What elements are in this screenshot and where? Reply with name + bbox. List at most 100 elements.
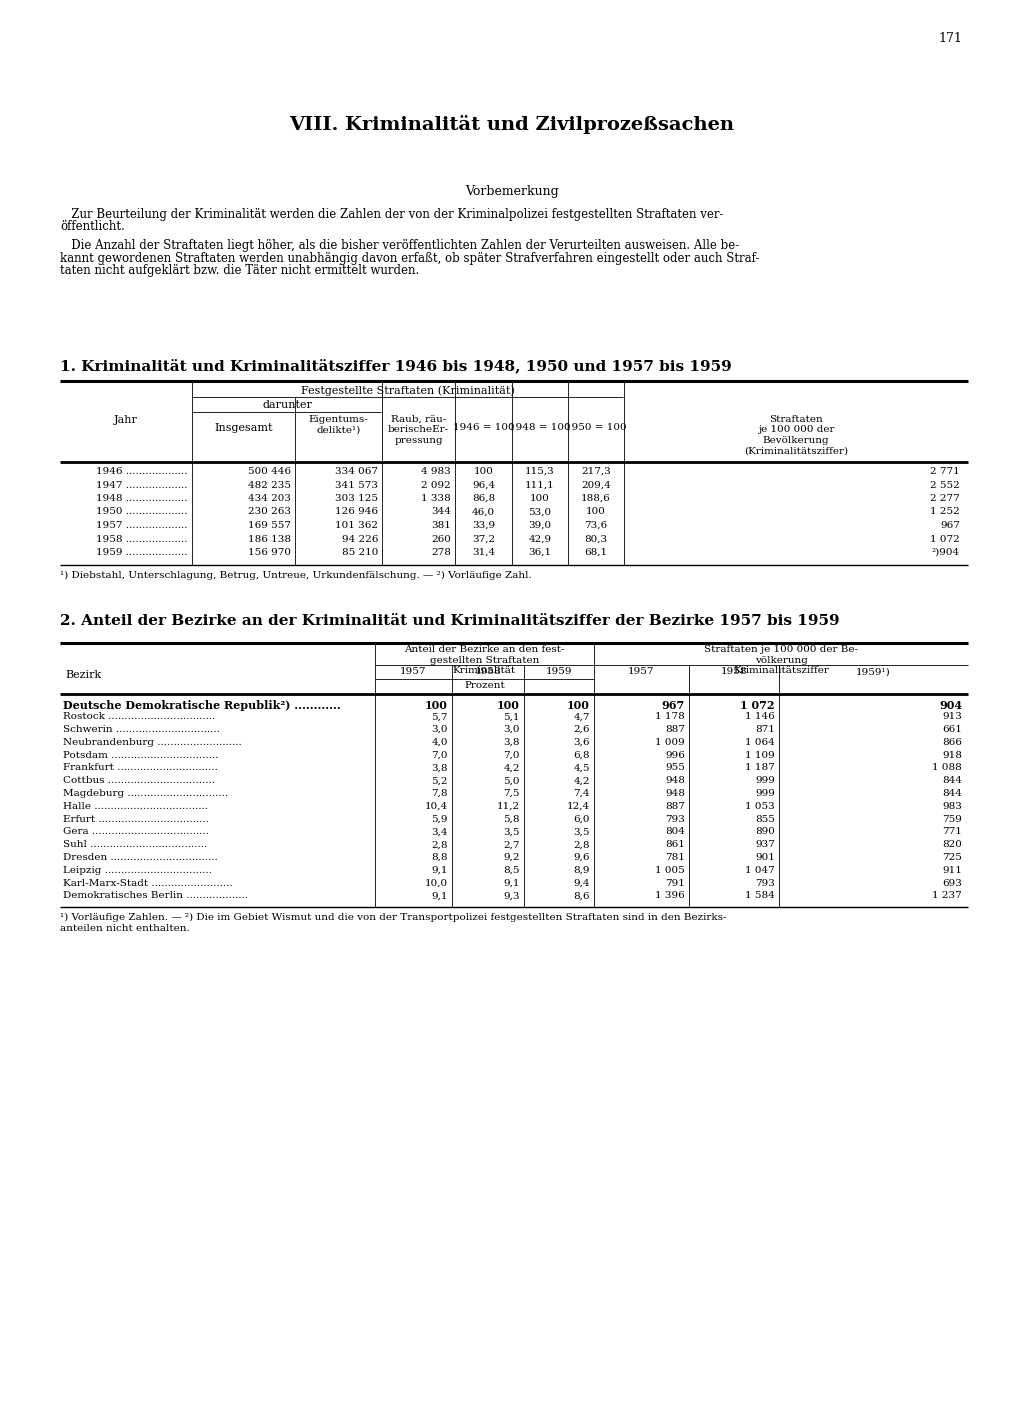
Text: 73,6: 73,6: [585, 521, 607, 530]
Text: 955: 955: [666, 764, 685, 772]
Text: 209,4: 209,4: [582, 481, 611, 490]
Text: 1958: 1958: [721, 667, 748, 677]
Text: Potsdam .................................: Potsdam ................................…: [63, 751, 218, 760]
Text: 39,0: 39,0: [528, 521, 552, 530]
Text: öffentlicht.: öffentlicht.: [60, 221, 125, 234]
Text: 111,1: 111,1: [525, 481, 555, 490]
Text: 3,5: 3,5: [573, 827, 590, 837]
Text: 42,9: 42,9: [528, 535, 552, 543]
Text: 2 277: 2 277: [930, 494, 961, 502]
Text: kannt gewordenen Straftaten werden unabhängig davon erfaßt, ob später Strafverfa: kannt gewordenen Straftaten werden unabh…: [60, 252, 760, 265]
Text: 3,8: 3,8: [504, 737, 520, 747]
Text: 2,8: 2,8: [431, 840, 449, 850]
Text: 793: 793: [755, 879, 775, 888]
Text: 804: 804: [666, 827, 685, 837]
Text: Prozent: Prozent: [464, 681, 505, 689]
Text: 2,7: 2,7: [504, 840, 520, 850]
Text: 2,6: 2,6: [573, 725, 590, 734]
Text: 3,8: 3,8: [431, 764, 449, 772]
Text: 4,5: 4,5: [573, 764, 590, 772]
Text: 3,0: 3,0: [431, 725, 449, 734]
Text: 1950 = 100: 1950 = 100: [565, 424, 627, 432]
Text: 2 552: 2 552: [930, 481, 961, 490]
Text: 5,2: 5,2: [431, 777, 449, 785]
Text: 8,9: 8,9: [573, 865, 590, 875]
Text: Frankfurt ...............................: Frankfurt ..............................…: [63, 764, 218, 772]
Text: 1. Kriminalität und Kriminalitätsziffer 1946 bis 1948, 1950 und 1957 bis 1959: 1. Kriminalität und Kriminalitätsziffer …: [60, 357, 732, 373]
Text: Anteil der Bezirke an den fest-
gestellten Straftaten
Kriminalität: Anteil der Bezirke an den fest- gestellt…: [404, 646, 565, 675]
Text: 948: 948: [666, 777, 685, 785]
Text: 1 146: 1 146: [745, 712, 775, 722]
Text: 100: 100: [425, 699, 449, 711]
Text: Karl-Marx-Stadt .........................: Karl-Marx-Stadt ........................…: [63, 879, 232, 888]
Text: 4,0: 4,0: [431, 737, 449, 747]
Text: 866: 866: [942, 737, 962, 747]
Text: 913: 913: [942, 712, 962, 722]
Text: 6,8: 6,8: [573, 751, 590, 760]
Text: 230 263: 230 263: [248, 508, 291, 516]
Text: 80,3: 80,3: [585, 535, 607, 543]
Text: ¹) Vorläufige Zahlen. — ²) Die im Gebiet Wismut und die von der Transportpolizei: ¹) Vorläufige Zahlen. — ²) Die im Gebiet…: [60, 913, 726, 923]
Text: 2. Anteil der Bezirke an der Kriminalität und Kriminalitätsziffer der Bezirke 19: 2. Anteil der Bezirke an der Kriminalitä…: [60, 615, 840, 629]
Text: 1946 = 100: 1946 = 100: [453, 424, 514, 432]
Text: 791: 791: [666, 879, 685, 888]
Text: 10,0: 10,0: [425, 879, 449, 888]
Text: Insgesamt: Insgesamt: [214, 424, 272, 433]
Text: 4,2: 4,2: [573, 777, 590, 785]
Text: 7,5: 7,5: [504, 789, 520, 798]
Text: darunter: darunter: [262, 400, 312, 409]
Text: 9,4: 9,4: [573, 879, 590, 888]
Text: 890: 890: [755, 827, 775, 837]
Text: VIII. Kriminalität und Zivilprozeßsachen: VIII. Kriminalität und Zivilprozeßsachen: [290, 115, 734, 134]
Text: 6,0: 6,0: [573, 815, 590, 823]
Text: 171: 171: [938, 32, 962, 45]
Text: 100: 100: [497, 699, 520, 711]
Text: 10,4: 10,4: [425, 802, 449, 810]
Text: Leipzig .................................: Leipzig ................................…: [63, 865, 212, 875]
Text: 68,1: 68,1: [585, 547, 607, 557]
Text: Jahr: Jahr: [114, 415, 138, 425]
Text: 759: 759: [942, 815, 962, 823]
Text: 887: 887: [666, 802, 685, 810]
Text: 2,8: 2,8: [573, 840, 590, 850]
Text: 1 237: 1 237: [932, 892, 962, 900]
Text: 1950 ...................: 1950 ...................: [96, 508, 188, 516]
Text: 4,7: 4,7: [573, 712, 590, 722]
Text: Eigentums-
delikte¹): Eigentums- delikte¹): [308, 415, 369, 435]
Text: 1948 = 100: 1948 = 100: [509, 424, 570, 432]
Text: 887: 887: [666, 725, 685, 734]
Text: 36,1: 36,1: [528, 547, 552, 557]
Text: Suhl ....................................: Suhl ...................................…: [63, 840, 207, 850]
Text: 1 064: 1 064: [745, 737, 775, 747]
Text: 217,3: 217,3: [582, 467, 611, 476]
Text: 4,2: 4,2: [504, 764, 520, 772]
Text: Rostock .................................: Rostock ................................…: [63, 712, 215, 722]
Text: 3,6: 3,6: [573, 737, 590, 747]
Text: 86,8: 86,8: [472, 494, 495, 502]
Text: 9,6: 9,6: [573, 853, 590, 862]
Text: 861: 861: [666, 840, 685, 850]
Text: 3,4: 3,4: [431, 827, 449, 837]
Text: 1959¹): 1959¹): [856, 667, 891, 677]
Text: Dresden .................................: Dresden ................................…: [63, 853, 218, 862]
Text: 1 072: 1 072: [740, 699, 775, 711]
Text: 999: 999: [755, 777, 775, 785]
Text: 937: 937: [755, 840, 775, 850]
Text: 844: 844: [942, 789, 962, 798]
Text: 169 557: 169 557: [248, 521, 291, 530]
Text: Raub, räu-
berischeEr-
pressung: Raub, räu- berischeEr- pressung: [388, 415, 450, 445]
Text: 904: 904: [939, 699, 962, 711]
Text: 126 946: 126 946: [335, 508, 378, 516]
Text: 9,1: 9,1: [504, 879, 520, 888]
Text: 5,1: 5,1: [504, 712, 520, 722]
Text: 96,4: 96,4: [472, 481, 495, 490]
Text: 996: 996: [666, 751, 685, 760]
Text: 156 970: 156 970: [248, 547, 291, 557]
Text: 1 005: 1 005: [655, 865, 685, 875]
Text: 46,0: 46,0: [472, 508, 495, 516]
Text: 844: 844: [942, 777, 962, 785]
Text: 8,8: 8,8: [431, 853, 449, 862]
Text: 4 983: 4 983: [421, 467, 451, 476]
Text: 9,2: 9,2: [504, 853, 520, 862]
Text: 115,3: 115,3: [525, 467, 555, 476]
